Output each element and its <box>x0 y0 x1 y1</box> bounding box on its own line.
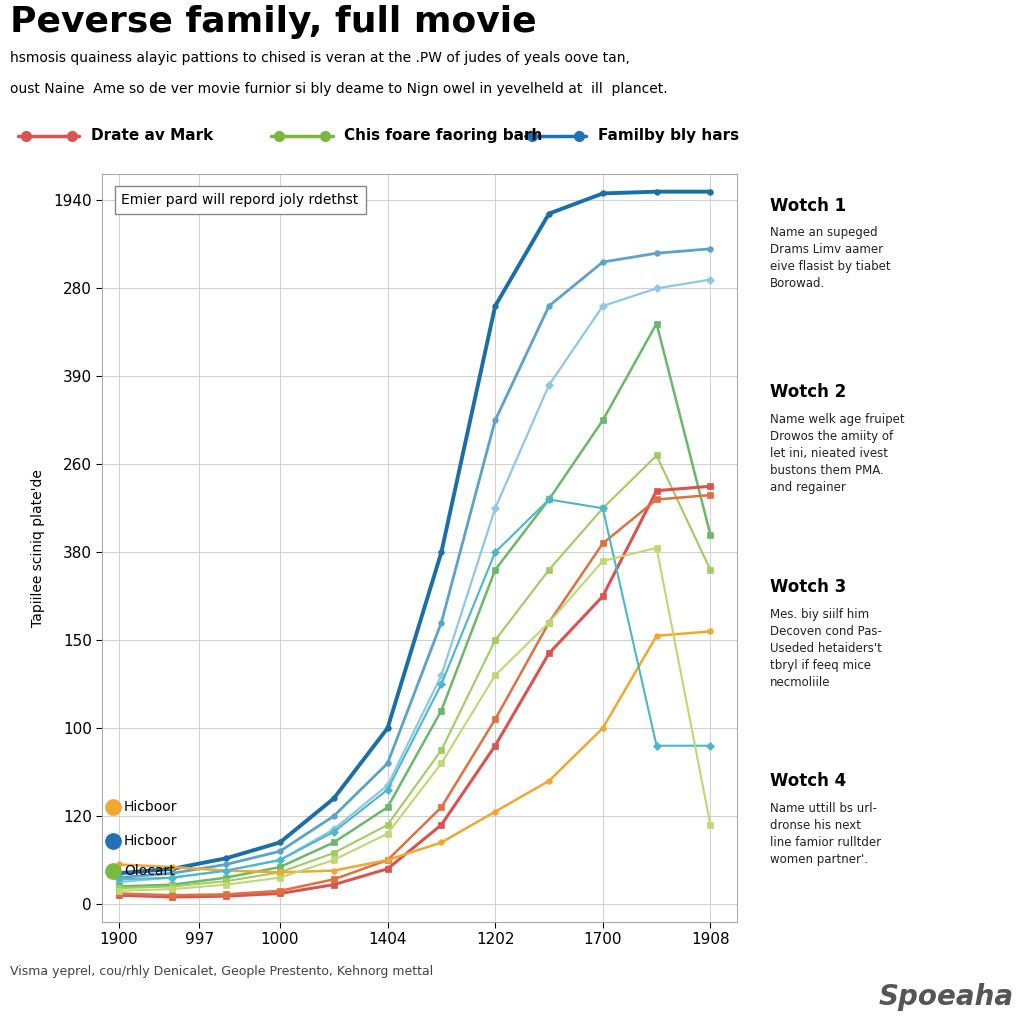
Text: Hicboor: Hicboor <box>124 834 177 848</box>
Text: Hicboor: Hicboor <box>124 801 177 814</box>
Text: Emier pard will repord joly rdethst: Emier pard will repord joly rdethst <box>122 193 358 207</box>
Text: Spoeaha: Spoeaha <box>879 983 1014 1011</box>
Text: Name welk age fruipet
Drowos the amiity of
let ini, nieated ivest
bustons them P: Name welk age fruipet Drowos the amiity … <box>770 414 904 495</box>
Text: Wotch 3: Wotch 3 <box>770 578 846 596</box>
Text: oust Naine  Ame so de ver movie furnior si bly deame to Nign owel in yevelheld a: oust Naine Ame so de ver movie furnior s… <box>10 82 668 96</box>
Text: Chis foare faoring barh: Chis foare faoring barh <box>344 128 543 143</box>
Text: Name an supeged
Drams Limv aamer
eive flasist by tiabet
Borowad.: Name an supeged Drams Limv aamer eive fl… <box>770 226 890 291</box>
Text: hsmosis quainess alayic pattions to chised is veran at the .PW of judes of yeals: hsmosis quainess alayic pattions to chis… <box>10 51 630 66</box>
Text: Olocart: Olocart <box>124 863 175 878</box>
Text: Wotch 4: Wotch 4 <box>770 772 846 791</box>
Text: Familby bly hars: Familby bly hars <box>598 128 739 143</box>
Text: Wotch 1: Wotch 1 <box>770 197 846 214</box>
Y-axis label: Tapiilee sciniq plate'de: Tapiilee sciniq plate'de <box>31 469 45 627</box>
Text: Peverse family, full movie: Peverse family, full movie <box>10 5 537 39</box>
Text: Drate av Mark: Drate av Mark <box>91 128 213 143</box>
Text: Visma yeprel, cou/rhly Denicalet, Geople Prestento, Kehnorg mettal: Visma yeprel, cou/rhly Denicalet, Geople… <box>10 966 433 978</box>
Text: Name uttill bs url-
dronse his next
line famior rulltder
women partner'.: Name uttill bs url- dronse his next line… <box>770 802 881 866</box>
Text: Wotch 2: Wotch 2 <box>770 383 846 401</box>
Text: Mes. biy siilf him
Decoven cond Pas-
Useded hetaiders't
tbryl if feeq mice
necmo: Mes. biy siilf him Decoven cond Pas- Use… <box>770 607 882 689</box>
